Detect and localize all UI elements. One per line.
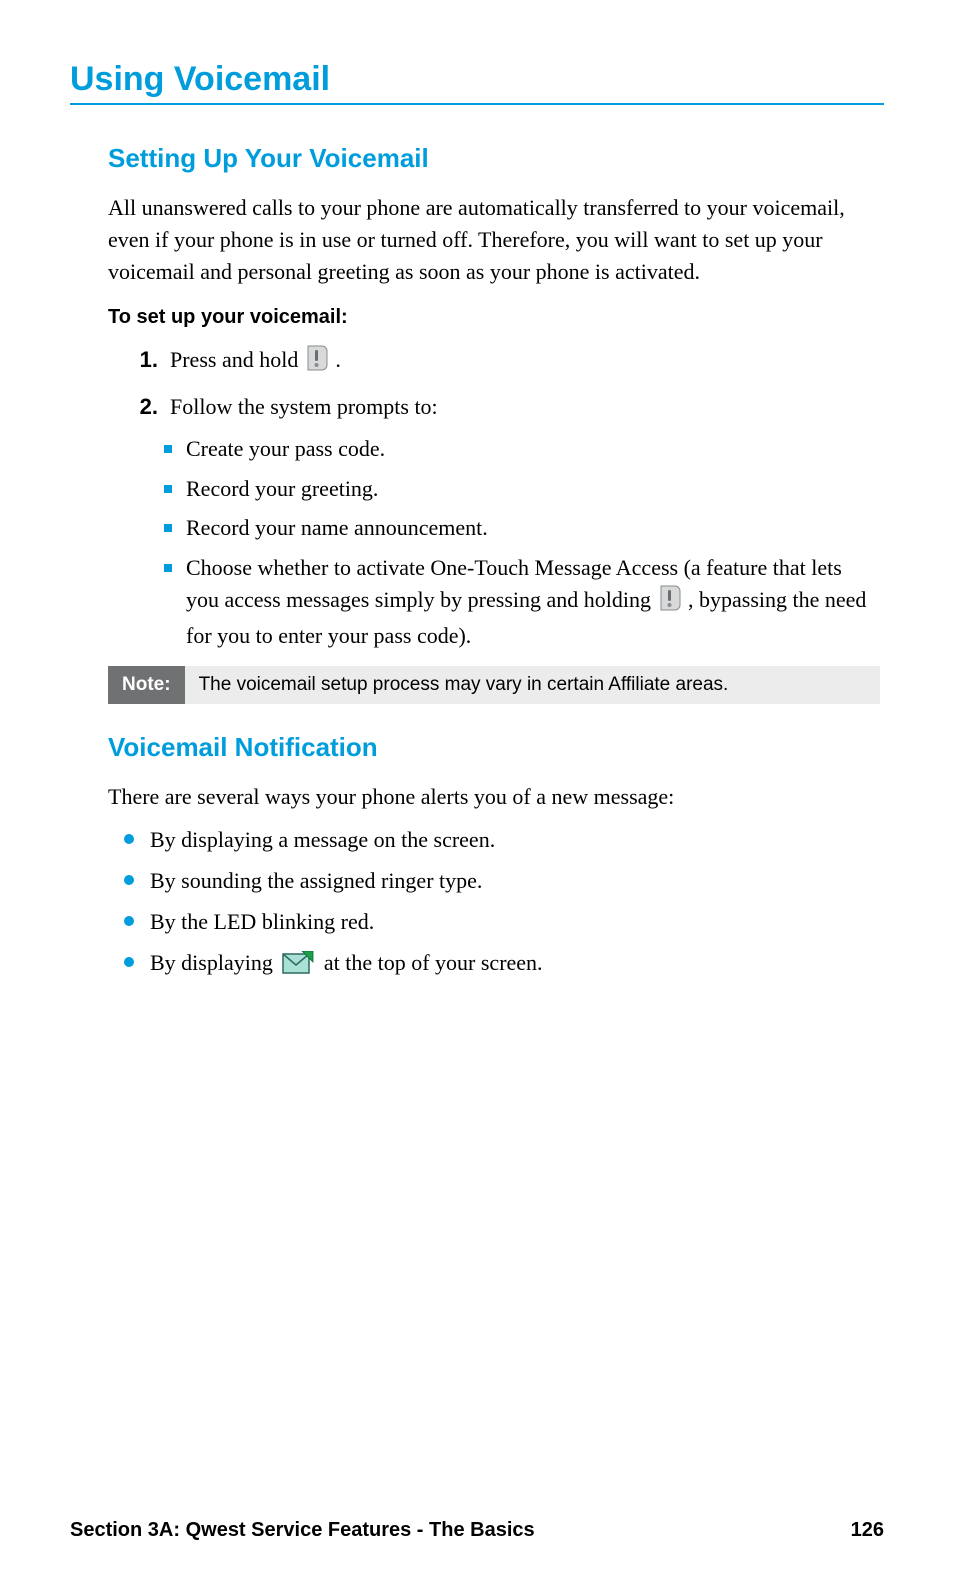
intro-paragraph: All unanswered calls to your phone are a… — [108, 192, 880, 288]
phone-key-1-icon — [659, 585, 681, 620]
section-heading: Setting Up Your Voicemail — [108, 143, 880, 174]
bullet-text-post: at the top of your screen. — [324, 950, 543, 975]
bullet-item: By the LED blinking red. — [124, 905, 880, 938]
section-heading: Voicemail Notification — [108, 732, 880, 763]
note-box: Note: The voicemail setup process may va… — [108, 666, 880, 704]
bullet-item: By displaying a message on the screen. — [124, 823, 880, 856]
step-1-text-post: . — [335, 347, 341, 372]
step-1: 1. Press and hold . — [126, 343, 880, 380]
main-title: Using Voicemail — [70, 60, 884, 105]
step-body: Follow the system prompts to: — [170, 390, 880, 423]
step-body: Press and hold . — [170, 343, 880, 380]
sub-bullet-list: Create your pass code. Record your greet… — [108, 433, 880, 652]
new-message-envelope-icon — [282, 951, 314, 984]
intro-paragraph: There are several ways your phone alerts… — [108, 781, 880, 813]
sub-bullet: Create your pass code. — [164, 433, 880, 465]
steps-subhead: To set up your voicemail: — [108, 306, 880, 329]
bullet-text-pre: By displaying — [150, 950, 278, 975]
notification-bullet-list: By displaying a message on the screen. B… — [108, 823, 880, 984]
bullet-item: By sounding the assigned ringer type. — [124, 864, 880, 897]
note-text: The voicemail setup process may vary in … — [185, 666, 880, 704]
phone-key-1-icon — [306, 345, 328, 380]
footer-page-number: 126 — [851, 1519, 884, 1542]
step-2: 2. Follow the system prompts to: — [126, 390, 880, 423]
sub-bullet: Record your name announcement. — [164, 512, 880, 544]
sub-bullet: Record your greeting. — [164, 473, 880, 505]
page-content: Using Voicemail Setting Up Your Voicemai… — [0, 0, 954, 984]
step-1-text-pre: Press and hold — [170, 347, 304, 372]
section-setting-up-voicemail: Setting Up Your Voicemail All unanswered… — [70, 143, 884, 984]
steps-list: 1. Press and hold . 2. Follow the syst — [108, 343, 880, 423]
note-label: Note: — [108, 666, 185, 704]
step-number: 1. — [126, 343, 170, 380]
step-number: 2. — [126, 390, 170, 423]
page-footer: Section 3A: Qwest Service Features - The… — [70, 1519, 884, 1542]
bullet-item: By displaying at the top of your screen. — [124, 946, 880, 984]
footer-section-label: Section 3A: Qwest Service Features - The… — [70, 1519, 535, 1542]
sub-bullet: Choose whether to activate One-Touch Mes… — [164, 552, 880, 652]
